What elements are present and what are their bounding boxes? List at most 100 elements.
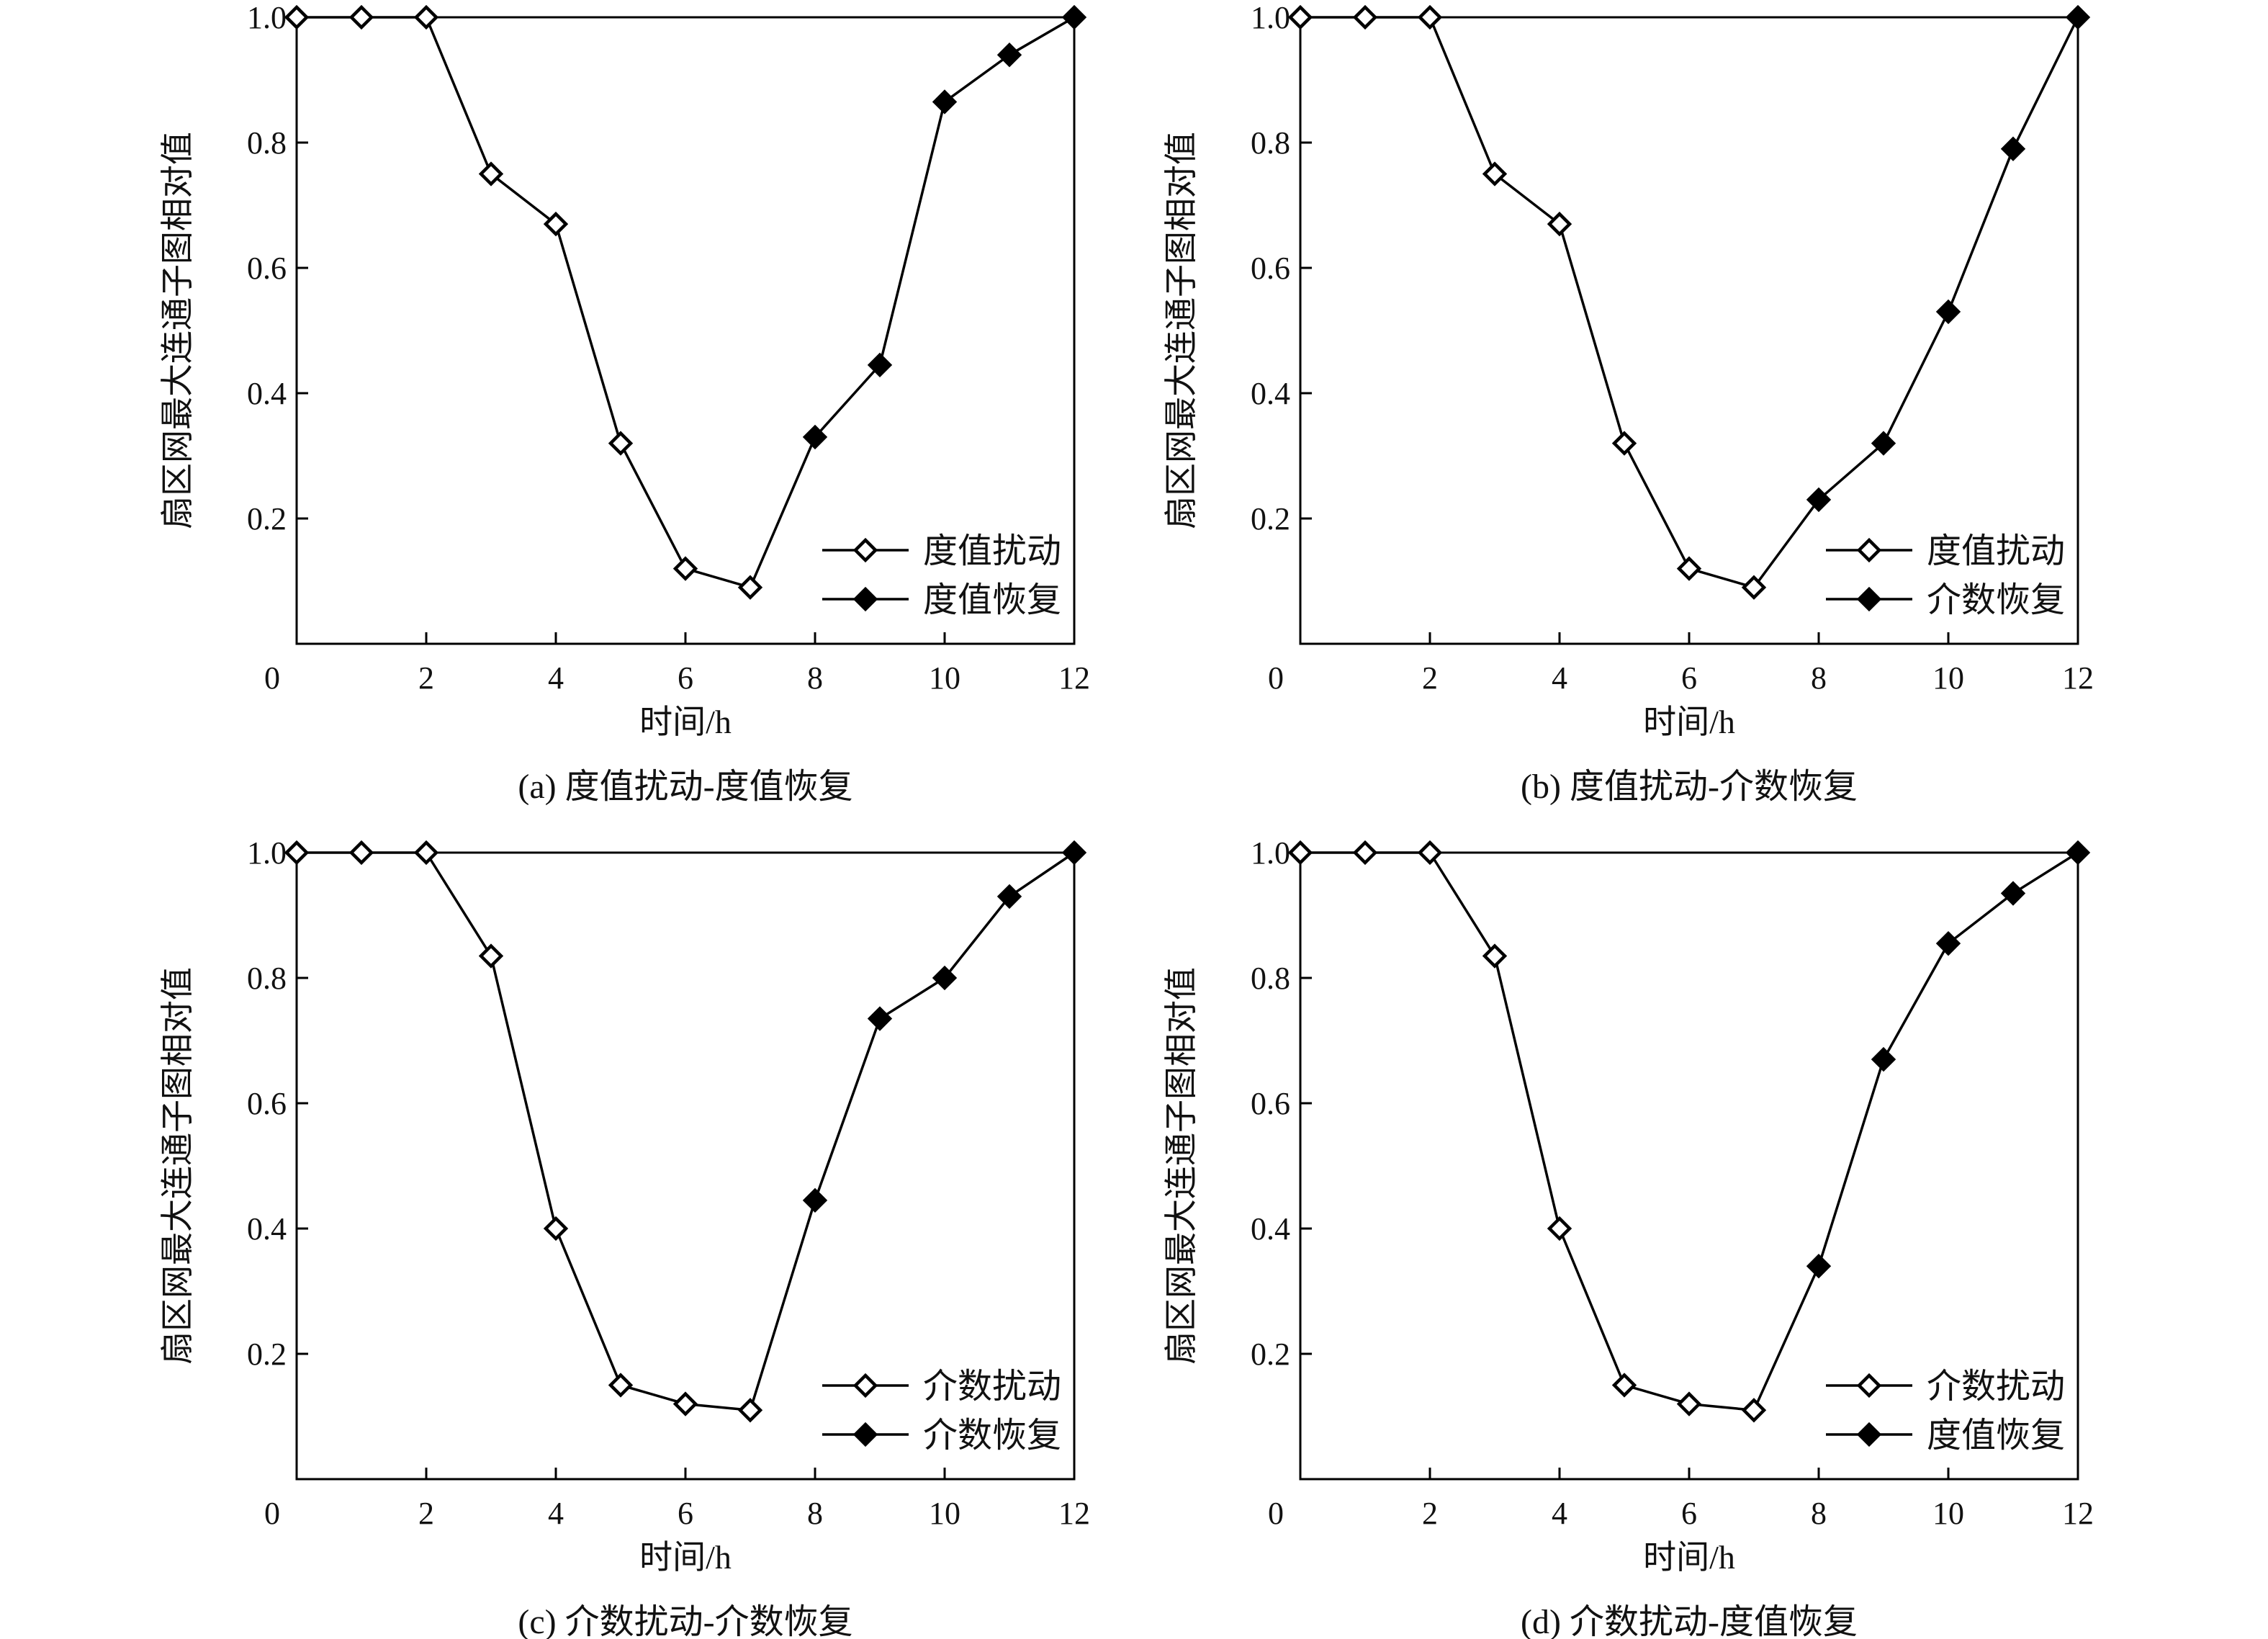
filled-diamond-point [1806,1254,1832,1279]
x-tick-label: 0 [1268,660,1284,696]
open-diamond-point [1352,4,1378,30]
y-tick-label: 0.4 [247,1211,287,1247]
filled-diamond-point [1935,930,1961,956]
open-diamond-point [1547,211,1572,237]
filled-diamond-point [996,42,1022,68]
open-diamond-point [1547,1216,1572,1241]
open-diamond-point [348,840,374,866]
open-diamond-point [543,211,569,237]
filled-diamond-point [1806,487,1832,513]
y-tick-label: 0.6 [247,251,287,286]
open-diamond-point [1676,556,1702,581]
open-diamond-point [1287,840,1313,866]
x-tick-label: 8 [807,660,823,696]
filled-diamond-point [2065,4,2091,30]
x-tick-label: 2 [1422,660,1438,696]
legend-label: 度值扰动 [1927,532,2065,570]
filled-diamond-point [996,884,1022,910]
filled-diamond-point [2000,136,2026,161]
x-axis-title: 时间/h [1643,704,1735,740]
x-tick-label: 4 [548,660,564,696]
x-axis-title: 时间/h [639,1539,732,1576]
x-tick-label: 4 [548,1496,564,1531]
y-tick-label: 0.6 [1251,1086,1290,1121]
x-tick-label: 10 [929,660,960,696]
y-tick-label: 0.8 [247,125,287,161]
open-diamond-point [1611,431,1637,456]
open-diamond-point [413,840,439,866]
y-tick-label: 1.0 [1251,835,1290,871]
x-tick-label: 4 [1552,660,1567,696]
filled-diamond-point [932,965,958,991]
x-tick-label: 12 [2062,660,2094,696]
chart-panel-a: 0 2 4 6 8 10 12 0.2 0.4 0.6 0.8 1.0 时间/h 扇区网最大连通子图相对值… [159,0,1090,806]
filled-diamond-point [2065,840,2091,866]
y-axis-title: 扇区网最大连通子图相对值 [159,967,196,1365]
x-tick-label: 12 [1058,660,1090,696]
open-diamond-point [1741,575,1767,600]
legend-label: 介数恢复 [923,1416,1061,1455]
open-diamond-point [1741,1398,1767,1423]
legend-marker [852,1422,878,1447]
y-axis-title: 扇区网最大连通子图相对值 [1163,967,1200,1365]
legend-marker [1856,537,1882,563]
series-line [1300,16,2079,589]
open-diamond-point [737,575,763,600]
open-diamond-point [672,1391,698,1416]
filled-diamond-point [802,1187,828,1213]
series-line [1300,851,2079,1412]
y-tick-label: 0.8 [247,961,287,996]
open-diamond-point [413,4,439,30]
filled-diamond-point [932,89,958,114]
filled-diamond-point [1935,299,1961,325]
x-tick-label: 12 [2062,1496,2094,1531]
panel-caption: (c) 介数扰动-介数恢复 [518,1603,852,1639]
x-tick-label: 6 [678,660,693,696]
open-diamond-point [1352,840,1378,866]
y-tick-label: 0.4 [1251,1211,1290,1247]
legend-marker [1856,1373,1882,1398]
y-tick-label: 0.4 [247,376,287,411]
legend-marker [852,586,878,612]
open-diamond-point [1676,1391,1702,1416]
open-diamond-point [608,1373,634,1398]
legend-label: 介数扰动 [1927,1368,2065,1406]
open-diamond-point [478,943,504,969]
x-tick-label: 10 [929,1496,960,1531]
y-tick-label: 1.0 [1251,0,1290,35]
y-tick-label: 0.6 [1251,251,1290,286]
open-diamond-point [1611,1373,1637,1398]
filled-diamond-point [1871,431,1896,456]
filled-diamond-point [1061,4,1087,30]
y-tick-label: 0.8 [1251,125,1290,161]
x-tick-label: 0 [264,660,280,696]
legend-marker [1856,1422,1882,1447]
y-tick-label: 0.2 [1251,501,1290,536]
open-diamond-point [284,4,310,30]
y-axis-title: 扇区网最大连通子图相对值 [1163,132,1200,529]
x-tick-label: 6 [1681,660,1697,696]
y-tick-label: 1.0 [247,835,287,871]
y-tick-label: 0.8 [1251,961,1290,996]
open-diamond-point [1482,943,1508,969]
x-tick-label: 8 [1811,1496,1827,1531]
panel-caption: (d) 介数扰动-度值恢复 [1521,1603,1858,1639]
filled-diamond-point [1061,840,1087,866]
x-tick-label: 2 [418,660,434,696]
y-tick-label: 0.2 [1251,1337,1290,1372]
open-diamond-point [737,1398,763,1423]
legend-label: 度值扰动 [923,532,1061,570]
open-diamond-point [1417,840,1443,866]
x-tick-label: 12 [1058,1496,1090,1531]
filled-diamond-point [867,1006,893,1031]
y-tick-label: 1.0 [247,0,287,35]
open-diamond-point [672,556,698,581]
x-tick-label: 0 [264,1496,280,1531]
open-diamond-point [284,840,310,866]
open-diamond-point [478,161,504,187]
legend-marker [852,1373,878,1398]
x-tick-label: 2 [418,1496,434,1531]
x-tick-label: 8 [1811,660,1827,696]
open-diamond-point [1287,4,1313,30]
x-tick-label: 2 [1422,1496,1438,1531]
